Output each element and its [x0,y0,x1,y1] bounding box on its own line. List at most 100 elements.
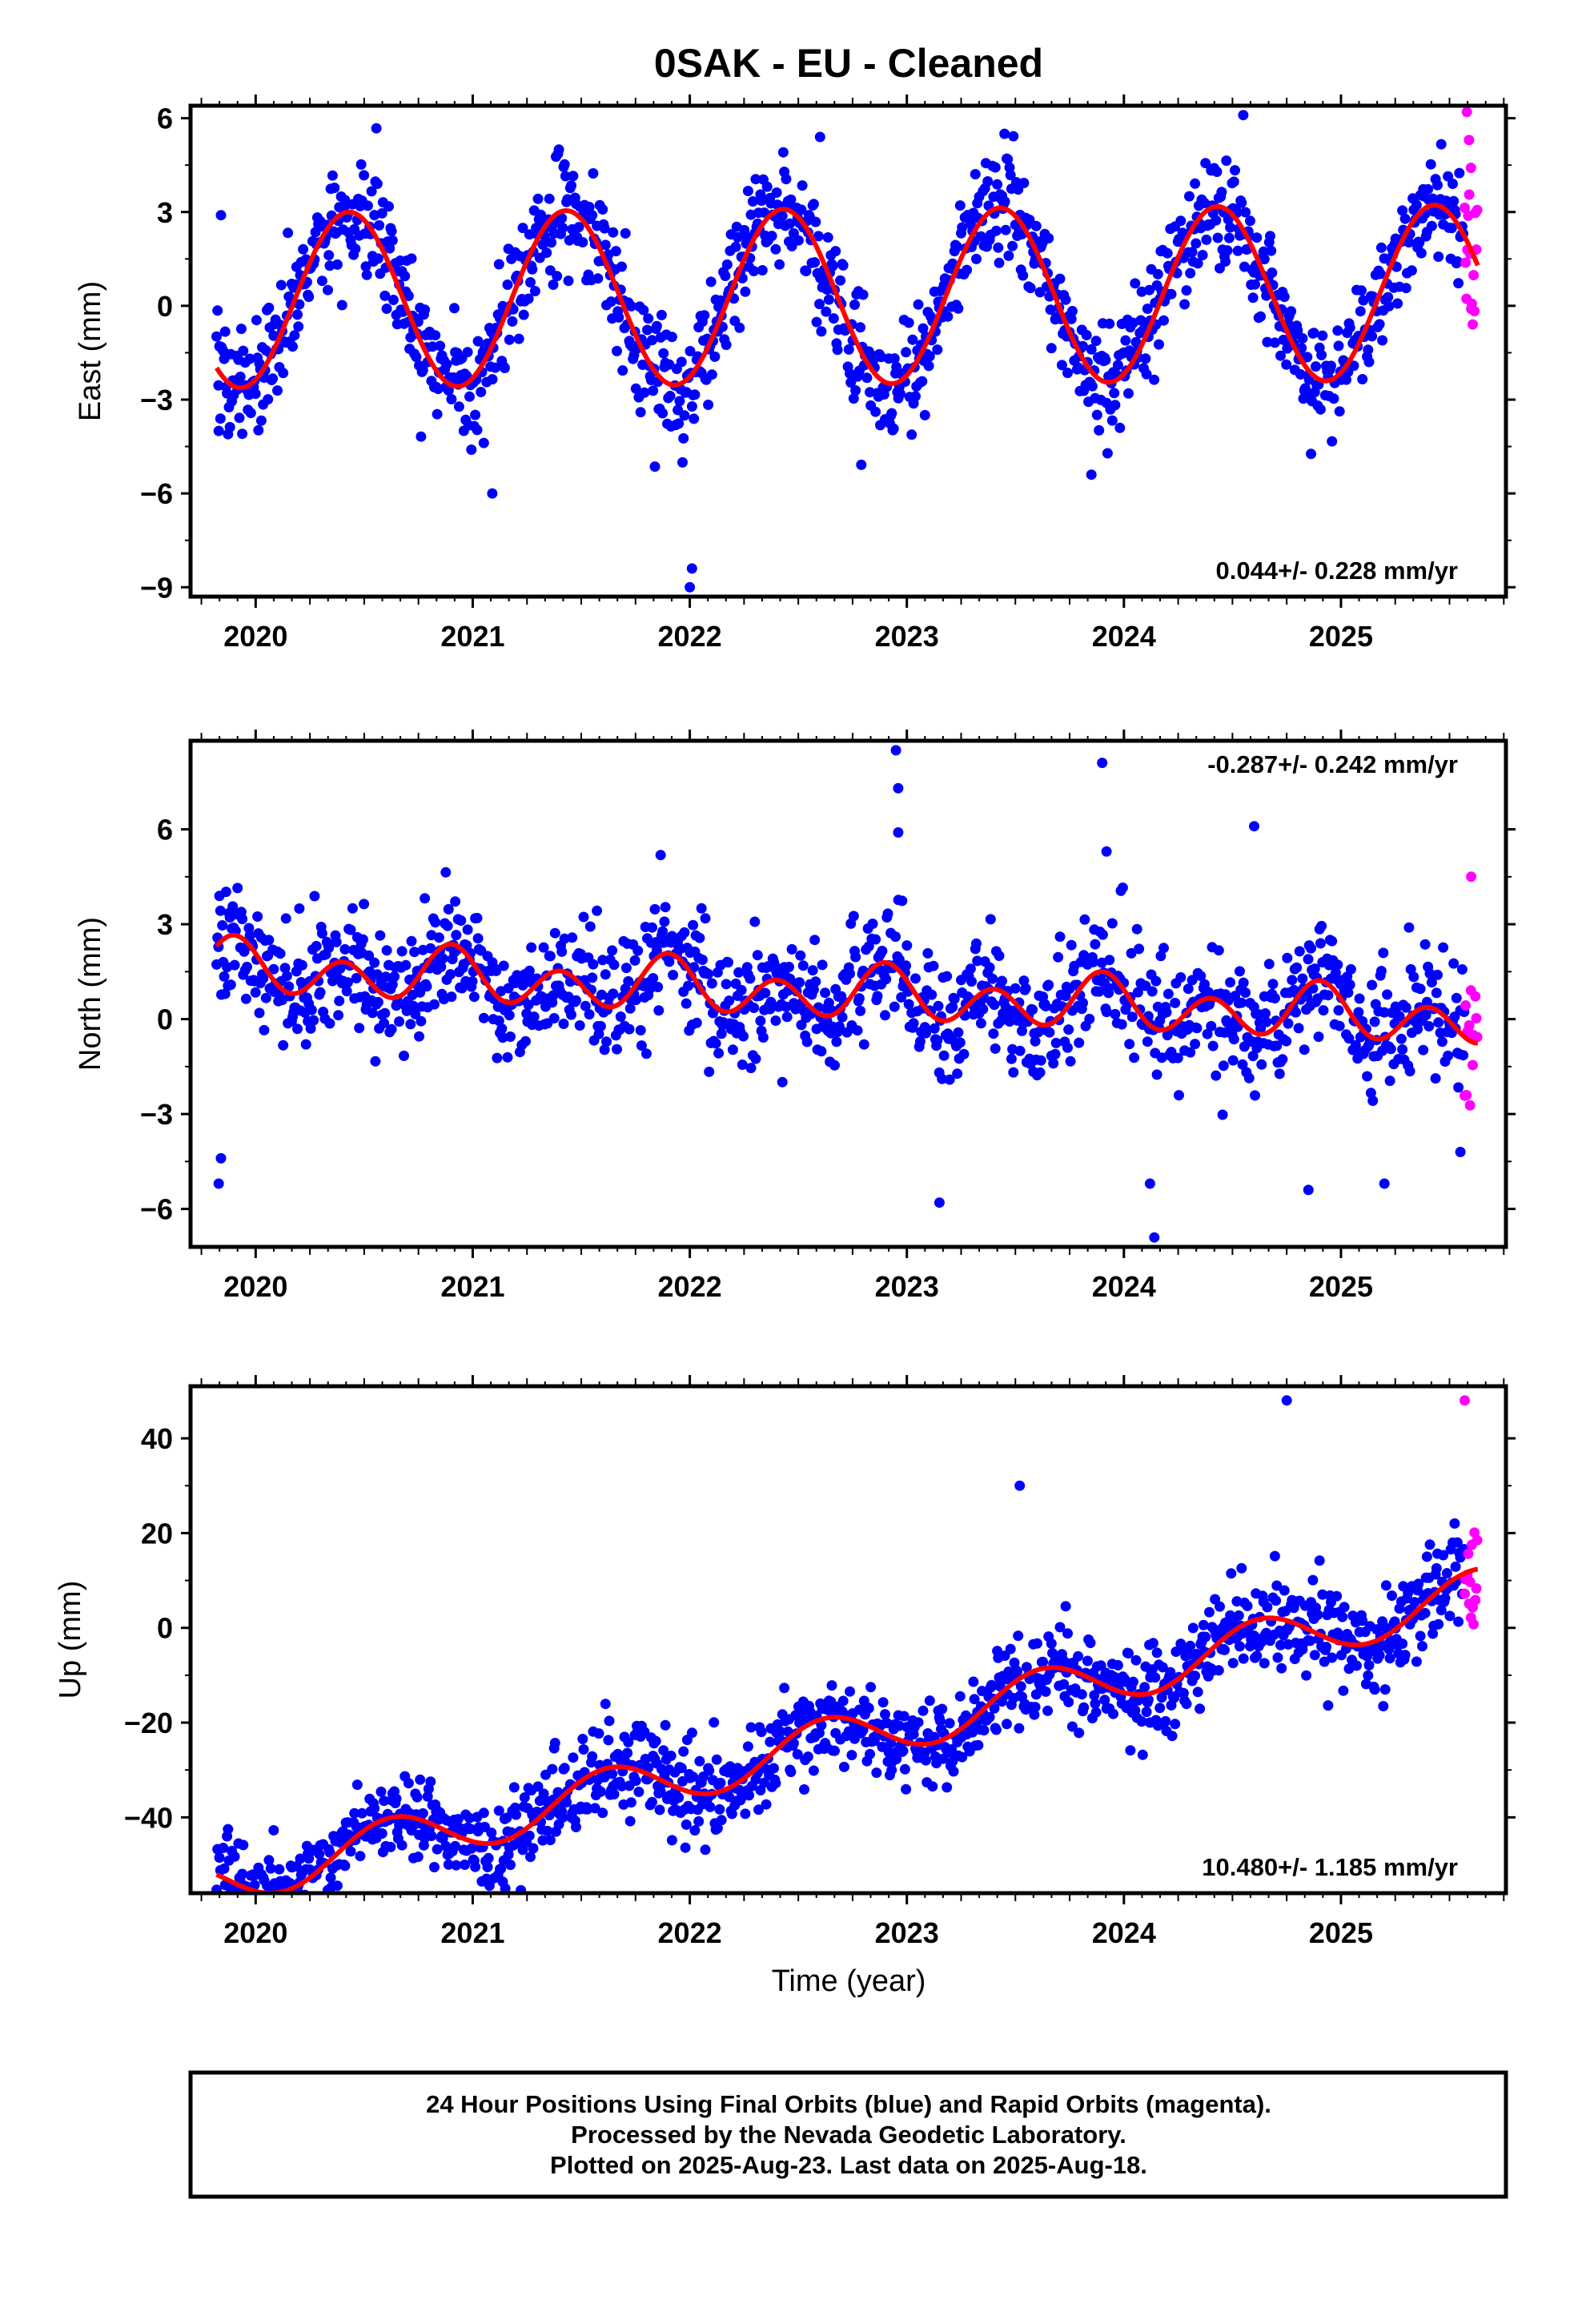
final-orbit-point [745,973,756,984]
final-orbit-point [584,202,595,212]
rapid-orbit-point [1464,135,1475,146]
final-orbit-point [283,227,294,239]
final-orbit-point [1415,983,1426,995]
final-orbit-point [734,322,745,333]
final-orbit-point [1295,369,1306,380]
final-orbit-point [796,204,807,215]
final-orbit-point [376,207,387,219]
final-orbit-point [990,1043,1001,1054]
final-orbit-point [252,1899,263,1909]
final-orbit-point [1453,1082,1464,1093]
final-orbit-point [785,1767,797,1778]
final-orbit-point [1334,406,1345,417]
final-orbit-point [756,195,767,207]
final-orbit-point [536,209,546,220]
y-tick-label: −20 [124,1707,173,1739]
final-orbit-point [1255,311,1267,322]
final-orbit-point [426,1831,437,1841]
final-orbit-point [1017,1025,1027,1036]
final-orbit-point [1302,991,1313,1002]
final-orbit-point [584,921,596,932]
final-orbit-point [1141,368,1152,380]
final-orbit-point [1187,1622,1199,1634]
final-orbit-point [333,1010,344,1021]
final-orbit-point [1158,315,1169,326]
final-orbit-point [1045,304,1056,316]
final-orbit-point [1046,1638,1057,1649]
final-orbit-point [386,1023,397,1035]
final-orbit-point [845,968,855,979]
final-orbit-point [374,219,385,231]
final-orbit-point [1348,360,1359,372]
final-orbit-point [849,300,860,310]
final-orbit-point [1182,983,1194,995]
final-orbit-point [549,1738,560,1748]
final-orbit-point [1424,1539,1435,1550]
final-orbit-point [1315,404,1326,415]
final-orbit-point [872,991,883,1002]
final-orbit-point [275,948,286,959]
final-orbit-point [1158,943,1169,954]
final-orbit-point [502,279,513,290]
final-orbit-point [924,351,935,362]
final-orbit-point [1082,1655,1093,1667]
final-orbit-point [608,959,620,971]
final-orbit-point [417,1807,428,1819]
final-orbit-point [655,850,666,861]
final-orbit-point [910,391,921,402]
final-orbit-point [999,128,1010,139]
final-orbit-point [990,1724,1002,1735]
final-orbit-point [1104,955,1115,966]
final-orbit-point [379,1007,391,1019]
final-orbit-point [432,408,443,420]
final-orbit-point [519,1792,530,1803]
final-orbit-point [259,1024,270,1035]
final-orbit-point [877,1697,889,1708]
final-orbit-point [387,235,398,246]
final-orbit-point [255,415,267,426]
final-orbit-point [1186,975,1198,986]
final-orbit-point [1415,247,1427,259]
final-orbit-point [381,304,392,314]
final-orbit-point [1309,1650,1320,1661]
final-orbit-point [648,973,659,983]
final-orbit-point [385,1841,396,1852]
final-orbit-point [647,1796,657,1807]
final-orbit-point [508,1782,520,1793]
final-orbit-point [1369,1684,1380,1695]
final-orbit-point [491,965,502,976]
final-orbit-point [620,227,631,239]
final-orbit-point [747,196,758,207]
rapid-orbit-point [1461,107,1472,118]
final-orbit-point [1276,1663,1287,1674]
final-orbit-point [1236,197,1247,208]
final-orbit-point [1240,207,1251,218]
model-fit-line [215,203,1480,391]
final-orbit-point [516,1884,527,1893]
final-orbit-point [263,1855,275,1866]
final-orbit-point [1190,1039,1201,1050]
final-orbit-point [380,971,391,983]
final-orbit-point [1154,1703,1166,1714]
final-orbit-point [1097,929,1108,940]
final-orbit-point [1056,360,1067,371]
final-orbit-point [466,1843,477,1854]
final-orbit-point [753,1804,764,1815]
final-orbit-point [1018,178,1030,188]
final-orbit-point [334,995,345,1007]
final-orbit-point [584,1009,595,1020]
final-orbit-point [517,223,528,234]
final-orbit-point [316,928,327,939]
final-orbit-point [893,954,905,965]
final-orbit-point [1185,1047,1196,1058]
final-orbit-point [985,914,996,925]
final-orbit-point [749,1003,760,1013]
final-orbit-point [890,745,901,756]
final-orbit-point [497,1032,508,1043]
final-orbit-point [379,1018,390,1029]
final-orbit-point [799,1784,809,1795]
final-orbit-point [1144,1717,1155,1728]
final-orbit-point [1166,1731,1178,1742]
final-orbit-point [462,347,473,358]
